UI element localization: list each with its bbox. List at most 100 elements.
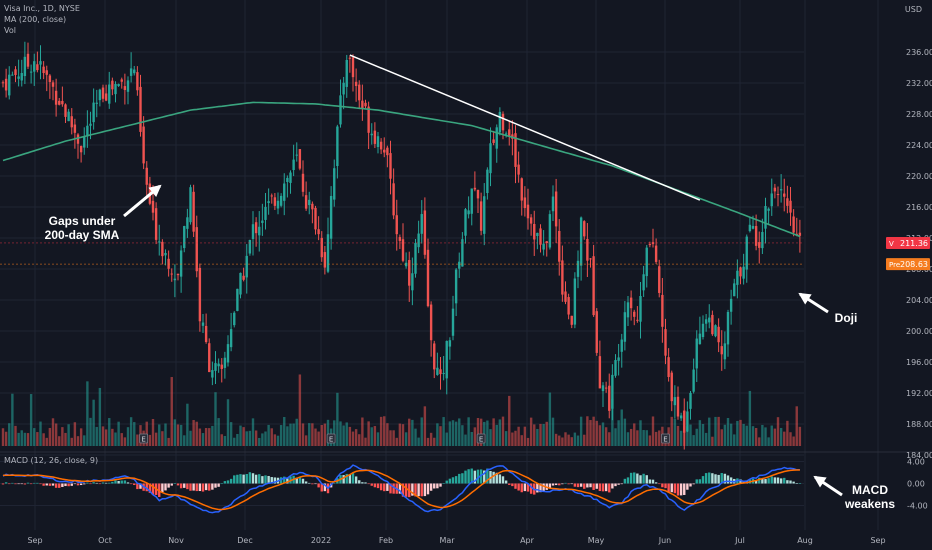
candle-body <box>704 319 708 324</box>
volume-bar <box>64 432 67 446</box>
volume-bar <box>20 430 23 446</box>
macd-histogram-bar <box>479 469 483 484</box>
macd-histogram-bar <box>236 474 239 484</box>
macd-histogram-bar <box>136 483 139 490</box>
candle-body <box>623 312 627 342</box>
macd-histogram-bar <box>151 483 155 495</box>
volume-bar <box>714 416 717 446</box>
candle-body <box>642 274 645 291</box>
volume-bar <box>620 409 623 446</box>
legend-symbol[interactable]: Visa Inc., 1D, NYSE <box>4 4 80 13</box>
macd-histogram-bar <box>186 483 189 490</box>
price-tick-label: 196.00 <box>906 358 932 367</box>
macd-histogram-bar <box>639 475 642 484</box>
candle-body <box>398 237 402 241</box>
macd-histogram-bar <box>483 470 486 484</box>
candle-body <box>283 183 286 201</box>
volume-bar <box>311 423 314 446</box>
earnings-marker <box>326 433 336 444</box>
volume-bar <box>208 428 211 446</box>
candle-body <box>542 243 545 250</box>
volume-bar <box>1 428 5 446</box>
volume-bar <box>770 425 773 446</box>
candle-body <box>454 269 458 304</box>
candle-body <box>211 370 214 378</box>
macd-histogram-bar <box>370 483 373 486</box>
volume-bar <box>198 428 202 446</box>
time-axis[interactable]: Sep Oct Nov Dec 2022 Feb Mar Apr May Jun Jul Aug Sep <box>27 536 885 545</box>
candle-body <box>4 78 8 91</box>
price-badges: V 211.36 Pre 208.63 <box>0 236 930 271</box>
candle-body <box>33 61 36 72</box>
macd-histogram-bar <box>101 482 105 484</box>
volume-bar <box>551 417 555 446</box>
macd-histogram-bar <box>617 483 620 485</box>
macd-histogram-bar <box>251 473 255 484</box>
time-tick-label: Sep <box>870 536 885 545</box>
volume-bar <box>120 433 123 446</box>
volume-bar <box>264 431 267 446</box>
candle-body <box>770 193 773 207</box>
price-tick-label: 228.00 <box>906 110 932 119</box>
volume-bar <box>451 420 455 446</box>
volume-bar <box>320 424 323 446</box>
resistance-trendline[interactable] <box>349 54 701 201</box>
volume-bar <box>295 418 298 446</box>
volume-bar <box>789 432 792 446</box>
time-tick-label: Sep <box>27 536 42 545</box>
legend-ma[interactable]: MA (200, close) <box>4 15 67 24</box>
volume-bar <box>273 434 277 446</box>
legend-macd[interactable]: MACD (12, 26, close, 9) <box>4 456 99 465</box>
volume-bar <box>48 427 52 446</box>
volume-bar <box>17 432 20 446</box>
macd-histogram-bar <box>589 483 592 488</box>
candle-body <box>683 410 686 433</box>
candle-body <box>201 322 205 326</box>
candle-body <box>664 329 667 356</box>
volume-bar <box>170 377 173 446</box>
candle-body <box>261 220 264 223</box>
candle-body <box>195 227 198 272</box>
volume-bar <box>11 393 14 446</box>
price-badge <box>886 236 930 249</box>
volume-bar <box>54 423 58 446</box>
volume-bar <box>726 417 730 446</box>
candle-body <box>529 217 533 224</box>
macd-histogram-bar <box>461 473 464 484</box>
macd-histogram-bar <box>270 477 273 484</box>
macd-axis[interactable]: 4.00 0.00 -4.00 <box>907 458 928 511</box>
macd-histogram-bar <box>161 483 164 493</box>
candle-body <box>95 102 98 104</box>
candle-body <box>692 369 695 392</box>
legend-volume[interactable]: Vol <box>4 26 16 35</box>
volume-bar <box>642 430 645 446</box>
macd-histogram-bar <box>111 481 114 484</box>
candle-body <box>389 153 392 179</box>
macd-histogram-bar <box>208 483 211 491</box>
macd-histogram-bar <box>476 469 480 484</box>
macd-histogram-bar <box>48 483 52 486</box>
candle-body <box>561 260 564 295</box>
price-axis[interactable]: 236.00232.00228.00224.00220.00216.00212.… <box>906 48 932 460</box>
price-tick-label: 216.00 <box>906 203 932 212</box>
volume-bar <box>592 416 595 446</box>
volume-bar <box>454 421 458 446</box>
candle-body <box>189 187 192 223</box>
volume-bar <box>564 432 567 446</box>
gap-annotation: Gaps under <box>49 214 116 228</box>
candle-body <box>414 242 417 274</box>
candle-body <box>745 236 748 270</box>
volume-bar <box>226 399 230 446</box>
volume-bar <box>314 428 317 446</box>
volume-bar <box>61 427 64 446</box>
volume-bar <box>511 432 514 446</box>
price-tick-label: 236.00 <box>906 48 932 57</box>
macd-histogram-bar <box>217 483 220 487</box>
macd-histogram-bar <box>229 478 233 484</box>
volume-bar <box>695 428 698 446</box>
macd-histogram-bar <box>717 474 720 484</box>
macd-histogram-bar <box>536 483 539 493</box>
macd-tick-label: 4.00 <box>907 458 925 467</box>
